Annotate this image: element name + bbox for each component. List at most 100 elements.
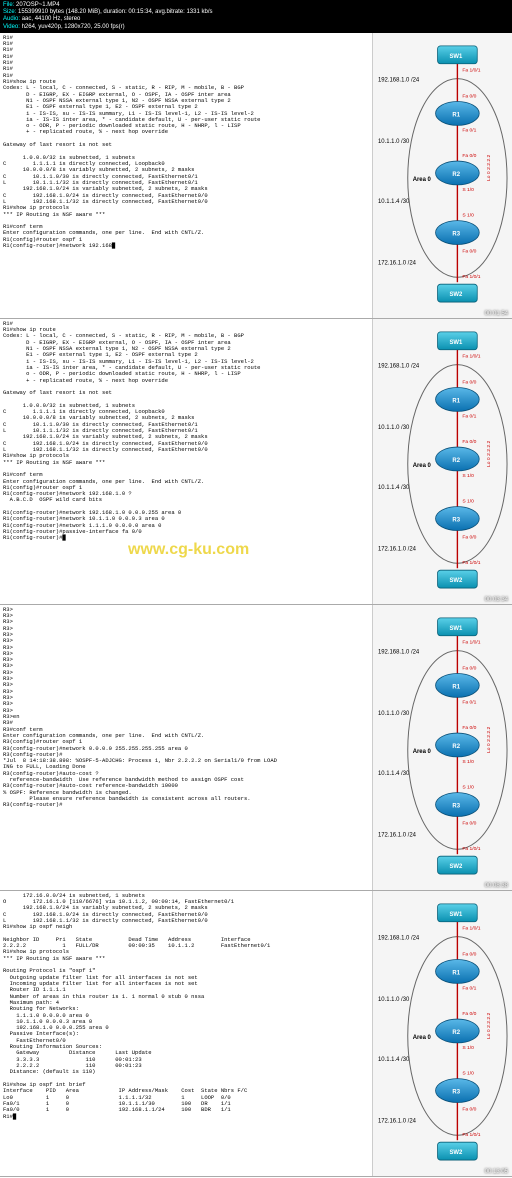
terminal-4[interactable]: 172.16.0.0/24 is subnetted, 1 subnets O … (0, 891, 372, 1176)
svg-text:S 1/0: S 1/0 (462, 1070, 474, 1076)
svg-text:R3: R3 (452, 803, 460, 809)
svg-text:SW2: SW2 (449, 292, 463, 298)
svg-text:R2: R2 (452, 172, 460, 178)
svg-text:Fa 0/0: Fa 0/0 (462, 665, 476, 671)
topology-3: Area 0 SW1 R1 R2 R3 SW2 192.168.1.0 /24 … (372, 605, 512, 890)
terminal-3[interactable]: R3> R3> R3> R3> R3> R3> R3> R3> R3> R3> … (0, 605, 372, 890)
topology-2: Area 0 SW1 R1 R2 R3 SW2 192.168.1.0 /24 … (372, 319, 512, 604)
svg-text:172.16.1.0 /24: 172.16.1.0 /24 (378, 832, 417, 838)
svg-text:Lo 0 2.2.2.2: Lo 0 2.2.2.2 (486, 1012, 492, 1038)
svg-text:192.168.1.0 /24: 192.168.1.0 /24 (378, 363, 420, 369)
svg-text:R1: R1 (452, 970, 460, 976)
audio-label: Audio: (3, 16, 20, 22)
svg-text:R2: R2 (452, 744, 460, 750)
svg-text:10.1.1.4 /30: 10.1.1.4 /30 (378, 199, 410, 205)
svg-text:R3: R3 (452, 1089, 460, 1095)
svg-text:10.1.1.4 /30: 10.1.1.4 /30 (378, 484, 410, 490)
timestamp-4: 00:13:05 (485, 1169, 508, 1175)
video-val: h264, yuv420p, 1280x720, 25.00 fps(r) (22, 24, 125, 30)
size-label: Size: (3, 9, 16, 15)
svg-text:10.1.1.4 /30: 10.1.1.4 /30 (378, 770, 410, 776)
svg-text:Area 0: Area 0 (413, 1035, 432, 1041)
file-info-header: File: 207OSP~1.MP4 Size: 155399910 bytes… (0, 0, 512, 33)
svg-text:R1: R1 (452, 112, 460, 118)
svg-text:S 1/0: S 1/0 (462, 187, 474, 193)
svg-text:Fa 0/1: Fa 0/1 (462, 127, 476, 133)
svg-text:R1: R1 (452, 398, 460, 404)
svg-text:10.1.1.0 /30: 10.1.1.0 /30 (378, 711, 410, 717)
svg-text:Lo 0 2.2.2.2: Lo 0 2.2.2.2 (486, 440, 492, 466)
svg-text:Fa 0/0: Fa 0/0 (462, 379, 476, 385)
svg-text:Area 0: Area 0 (413, 749, 432, 755)
svg-text:Fa 0/1: Fa 0/1 (462, 699, 476, 705)
svg-text:SW1: SW1 (449, 54, 463, 60)
svg-text:R3: R3 (452, 231, 460, 237)
svg-text:SW2: SW2 (449, 864, 463, 870)
svg-text:Fa 1/0/1: Fa 1/0/1 (462, 925, 480, 931)
svg-text:Fa 0/0: Fa 0/0 (462, 820, 476, 826)
terminal-1[interactable]: R1# R1# R1# R1# R1# R1# R1# R1#show ip r… (0, 33, 372, 318)
svg-text:Fa 1/0/1: Fa 1/0/1 (462, 846, 480, 852)
svg-text:Fa 1/0/1: Fa 1/0/1 (462, 67, 480, 73)
panel-1: R1# R1# R1# R1# R1# R1# R1# R1#show ip r… (0, 33, 512, 319)
file-label: File: (3, 2, 14, 8)
size-val: 155399910 bytes (148.20 MiB), duration: … (18, 9, 212, 15)
svg-text:Fa 0/0: Fa 0/0 (462, 1106, 476, 1112)
svg-text:Lo 0 2.2.2.2: Lo 0 2.2.2.2 (486, 154, 492, 180)
svg-text:Fa 0/0: Fa 0/0 (462, 725, 476, 731)
svg-text:10.1.1.0 /30: 10.1.1.0 /30 (378, 425, 410, 431)
topology-4: Area 0 SW1 R1 R2 R3 SW2 192.168.1.0 /24 … (372, 891, 512, 1176)
svg-text:R3: R3 (452, 517, 460, 523)
audio-val: aac, 44100 Hz, stereo (22, 16, 81, 22)
svg-text:192.168.1.0 /24: 192.168.1.0 /24 (378, 77, 420, 83)
svg-text:10.1.1.4 /30: 10.1.1.4 /30 (378, 1056, 410, 1062)
svg-text:Fa 1/0/1: Fa 1/0/1 (462, 274, 480, 280)
svg-text:R2: R2 (452, 458, 460, 464)
svg-text:S 1/0: S 1/0 (462, 473, 474, 479)
svg-text:Fa 0/0: Fa 0/0 (462, 153, 476, 159)
svg-text:S 1/0: S 1/0 (462, 498, 474, 504)
svg-text:Area 0: Area 0 (413, 177, 432, 183)
panel-4: 172.16.0.0/24 is subnetted, 1 subnets O … (0, 891, 512, 1177)
svg-text:S 1/0: S 1/0 (462, 1044, 474, 1050)
svg-text:Fa 0/0: Fa 0/0 (462, 534, 476, 540)
svg-text:SW2: SW2 (449, 578, 463, 584)
svg-text:10.1.1.0 /30: 10.1.1.0 /30 (378, 139, 410, 145)
svg-text:SW1: SW1 (449, 340, 463, 346)
svg-text:SW2: SW2 (449, 1150, 463, 1156)
svg-text:Fa 0/1: Fa 0/1 (462, 985, 476, 991)
svg-text:Fa 0/0: Fa 0/0 (462, 439, 476, 445)
svg-text:172.16.1.0 /24: 172.16.1.0 /24 (378, 1118, 417, 1124)
svg-text:R2: R2 (452, 1030, 460, 1036)
timestamp-1: 00:01:54 (485, 311, 508, 317)
svg-text:SW1: SW1 (449, 625, 463, 631)
panel-3: R3> R3> R3> R3> R3> R3> R3> R3> R3> R3> … (0, 605, 512, 891)
svg-text:Fa 1/0/1: Fa 1/0/1 (462, 639, 480, 645)
topology-1: Area 0 SW1 R1 R2 R3 SW2 192.168.1.0 /24 … (372, 33, 512, 318)
svg-text:192.168.1.0 /24: 192.168.1.0 /24 (378, 935, 420, 941)
terminal-2[interactable]: R1# R1#show ip route Codes: L - local, C… (0, 319, 372, 604)
timestamp-2: 00:03:34 (485, 597, 508, 603)
svg-text:SW1: SW1 (449, 911, 463, 917)
svg-text:Lo 0 2.2.2.2: Lo 0 2.2.2.2 (486, 726, 492, 752)
file-name: 207OSP~1.MP4 (16, 2, 60, 8)
svg-text:Fa 0/0: Fa 0/0 (462, 1011, 476, 1017)
svg-text:172.16.1.0 /24: 172.16.1.0 /24 (378, 546, 417, 552)
panel-2: R1# R1#show ip route Codes: L - local, C… (0, 319, 512, 605)
svg-text:192.168.1.0 /24: 192.168.1.0 /24 (378, 649, 420, 655)
svg-text:10.1.1.0 /30: 10.1.1.0 /30 (378, 997, 410, 1003)
svg-text:172.16.1.0 /24: 172.16.1.0 /24 (378, 260, 417, 266)
svg-text:S 1/0: S 1/0 (462, 784, 474, 790)
svg-text:Fa 1/0/1: Fa 1/0/1 (462, 353, 480, 359)
svg-text:Fa 1/0/1: Fa 1/0/1 (462, 1132, 480, 1138)
svg-text:S 1/0: S 1/0 (462, 212, 474, 218)
video-label: Video: (3, 24, 20, 30)
svg-text:Fa 1/0/1: Fa 1/0/1 (462, 560, 480, 566)
svg-text:Area 0: Area 0 (413, 463, 432, 469)
svg-text:R1: R1 (452, 684, 460, 690)
timestamp-3: 00:08:38 (485, 883, 508, 889)
svg-text:Fa 0/0: Fa 0/0 (462, 93, 476, 99)
svg-text:Fa 0/0: Fa 0/0 (462, 951, 476, 957)
svg-text:Fa 0/1: Fa 0/1 (462, 413, 476, 419)
svg-text:Fa 0/0: Fa 0/0 (462, 248, 476, 254)
